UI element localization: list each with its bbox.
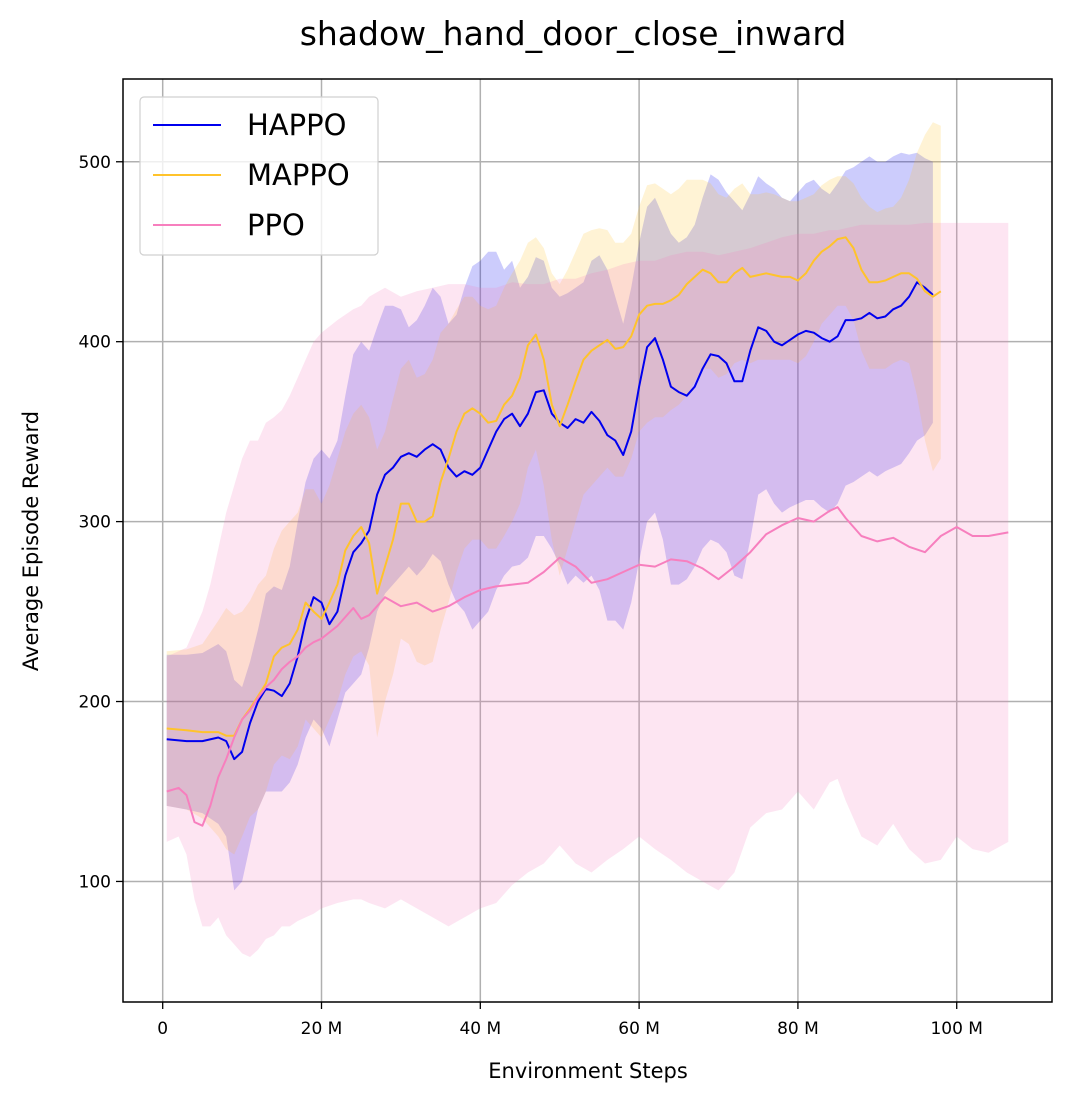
series-line-ppo [166,506,1009,827]
x-axis-label: Environment Steps [488,1059,688,1083]
band-happo [166,152,933,891]
x-tick-label: 20 M [301,1019,343,1039]
series-lines [166,236,1009,827]
x-tick-label: 0 [157,1019,168,1039]
legend-label-ppo: PPO [247,208,305,242]
y-tick-label: 500 [79,153,111,173]
x-tick-label: 100 M [930,1019,983,1039]
x-tick-label: 60 M [618,1019,660,1039]
plot-frame [122,78,1053,1003]
y-tick-label: 100 [79,872,111,892]
band-mappo [166,122,941,855]
y-tick-label: 200 [79,693,111,713]
series-line-mappo [166,236,942,737]
y-axis-label: Average Episode Reward [19,411,43,671]
legend-label-happo: HAPPO [247,108,346,142]
legend-label-mappo: MAPPO [247,158,350,192]
x-ticks: 0 20 M 40 M 60 M 80 M 100 M [157,1002,983,1039]
y-tick-label: 300 [79,513,111,533]
legend: HAPPO MAPPO PPO [139,96,379,256]
band-ppo [166,222,1009,957]
series-line-happo [166,281,934,761]
y-ticks: 100 200 300 400 500 [79,153,123,892]
std-bands [166,122,1009,957]
x-tick-label: 80 M [777,1019,819,1039]
legend-box [139,96,379,256]
x-tick-label: 40 M [459,1019,501,1039]
chart-title: shadow_hand_door_close_inward [300,14,847,53]
y-tick-label: 400 [79,333,111,353]
